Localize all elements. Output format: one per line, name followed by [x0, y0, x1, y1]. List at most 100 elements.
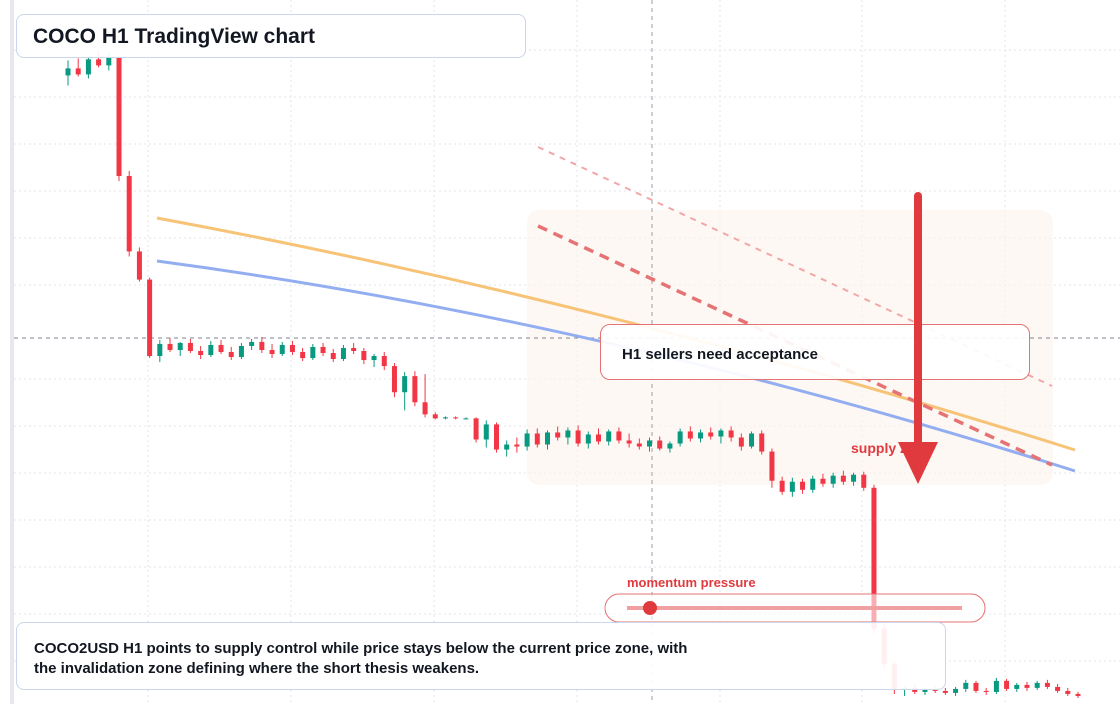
candle-body	[96, 59, 102, 66]
candle-body	[228, 352, 234, 358]
candle-body	[1014, 684, 1020, 689]
candle-body	[749, 433, 755, 447]
title: COCO H1 TradingView chart	[33, 25, 316, 48]
candle-body	[942, 690, 948, 693]
summary-box: COCO2USD H1 points to supply control whi…	[16, 622, 946, 690]
candle-body	[1065, 690, 1071, 694]
annotation: H1 sellers need acceptance	[622, 346, 818, 363]
candle-body	[840, 475, 846, 482]
candle-body	[116, 57, 122, 176]
supply-label: supply zone	[851, 440, 932, 456]
candle-body	[534, 433, 540, 445]
candle-body	[402, 376, 408, 393]
candle-body	[830, 475, 836, 484]
candle-body	[442, 417, 448, 419]
candle-body	[453, 417, 459, 419]
candle-body	[381, 356, 387, 367]
candle-body	[340, 347, 346, 360]
candle-body	[289, 344, 295, 352]
candle-body	[126, 176, 132, 252]
candle-body	[249, 341, 255, 346]
slow-average	[156, 216, 1076, 452]
candle-body	[861, 474, 867, 488]
candle-body	[218, 344, 224, 352]
candle-body	[504, 444, 510, 450]
candle-body	[463, 418, 469, 420]
candle-body	[953, 688, 959, 693]
left-edge	[10, 0, 14, 704]
candle-body	[851, 474, 857, 482]
candle-body	[779, 480, 785, 492]
candle-body	[759, 433, 765, 452]
lower-channel	[537, 224, 1053, 467]
candle-body	[259, 341, 265, 350]
candle-body	[1024, 684, 1030, 688]
candle-body	[65, 68, 71, 76]
candle-body	[1075, 693, 1081, 696]
candle-body	[310, 346, 316, 359]
candle-body	[1004, 680, 1010, 689]
candle-body	[198, 350, 204, 356]
candle-body	[75, 68, 81, 75]
candle-body	[85, 59, 91, 75]
momentum-knob	[643, 601, 657, 615]
candle-body	[412, 376, 418, 403]
candle-body	[718, 430, 724, 437]
candle-body	[106, 57, 112, 66]
summary: COCO2USD H1 points to supply control whi…	[34, 640, 688, 677]
annotation-box: H1 sellers need acceptance	[600, 324, 1030, 380]
candle-body	[596, 434, 602, 442]
candle-body	[432, 414, 438, 419]
candle-body	[555, 432, 561, 438]
candle-body	[606, 431, 612, 442]
candle-body	[320, 346, 326, 354]
candle-body	[687, 431, 693, 439]
candle-body	[238, 345, 244, 358]
candle-body	[585, 434, 591, 444]
candle-body	[738, 437, 744, 447]
candle-body	[728, 430, 734, 438]
candle-body	[993, 680, 999, 692]
candle-body	[300, 352, 306, 359]
candle-body	[422, 402, 428, 415]
candle-body	[524, 433, 530, 447]
candle-body	[1034, 682, 1040, 688]
candle-body	[473, 418, 479, 440]
candle-body	[810, 478, 816, 490]
candle-body	[330, 353, 336, 360]
candle-body	[147, 279, 153, 357]
candle-body	[616, 431, 622, 441]
candle-body	[636, 443, 642, 447]
candle-body	[269, 349, 275, 355]
candle-body	[677, 431, 683, 444]
candle-body	[1044, 682, 1050, 687]
candle-body	[1055, 686, 1061, 691]
candle-body	[973, 682, 979, 691]
candle-body	[361, 350, 367, 361]
candle-body	[391, 366, 397, 393]
candle-body	[789, 481, 795, 492]
candle-body	[157, 343, 163, 357]
candle-body	[800, 481, 806, 490]
candle-body	[544, 432, 550, 445]
candle-body	[871, 487, 877, 629]
candle-body	[351, 347, 357, 351]
candle-body	[698, 432, 704, 439]
candle-body	[483, 424, 489, 440]
candle-body	[187, 342, 193, 351]
candle-body	[575, 430, 581, 444]
candle-body	[208, 344, 214, 356]
candle-body	[626, 440, 632, 444]
candle-body	[820, 478, 826, 484]
momentum-label: momentum pressure	[627, 575, 756, 590]
candle-body	[136, 251, 142, 280]
title-box: COCO H1 TradingView chart	[16, 14, 526, 58]
candle-body	[565, 430, 571, 438]
candle-body	[514, 444, 520, 447]
candle-body	[647, 440, 653, 447]
candle-body	[657, 440, 663, 449]
candle-body	[279, 344, 285, 355]
candle-body	[177, 342, 183, 350]
candle-body	[983, 690, 989, 692]
